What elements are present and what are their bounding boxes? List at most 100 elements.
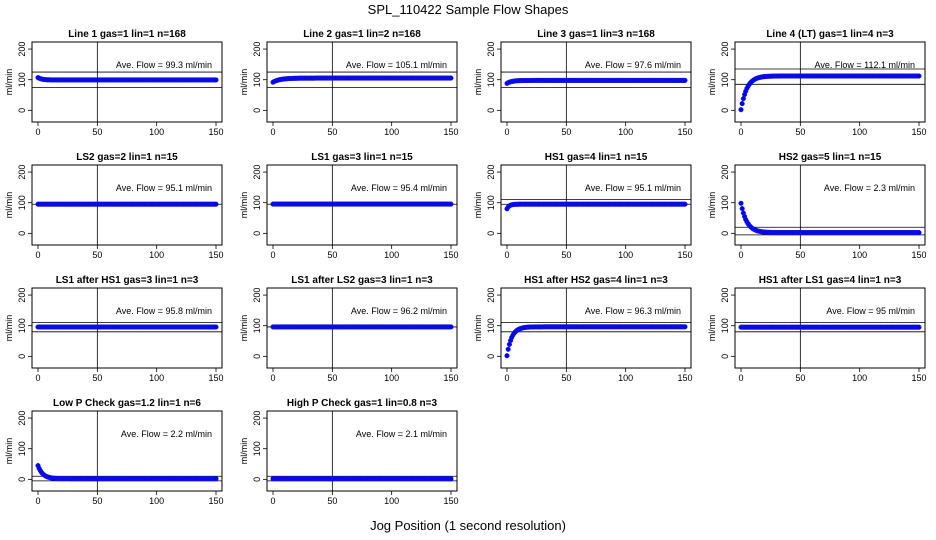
y-tick-label: 200 (720, 42, 730, 57)
y-tick-label: 100 (252, 72, 262, 87)
average-flow-annotation: Ave. Flow = 95.8 ml/min (116, 306, 212, 316)
x-tick-label: 100 (618, 250, 633, 260)
y-tick-label: 100 (486, 318, 496, 333)
data-point (682, 201, 688, 207)
data-point (213, 324, 219, 330)
plot-frame (734, 164, 926, 246)
y-tick-label: 100 (720, 72, 730, 87)
y-axis-label: ml/min (4, 315, 14, 342)
data-series (738, 324, 922, 330)
x-tick-label: 150 (677, 373, 692, 383)
panel-title: LS1 after LS2 gas=3 lin=1 n=3 (291, 275, 433, 286)
y-tick-label: 100 (252, 318, 262, 333)
panel-title: Line 3 gas=1 lin=3 n=168 (537, 29, 655, 40)
y-tick-label: 100 (17, 318, 27, 333)
chart-panel: Line 3 gas=1 lin=3 n=168 0 50 100 150 0 100 200… (473, 29, 693, 137)
plot-frame (266, 287, 458, 369)
average-flow-annotation: Ave. Flow = 96.3 ml/min (585, 306, 681, 316)
y-tick-label: 0 (486, 231, 496, 236)
y-tick-label: 200 (486, 165, 496, 180)
x-tick-label: 100 (618, 127, 633, 137)
x-tick-label: 100 (384, 250, 399, 260)
x-tick-label: 50 (92, 496, 102, 506)
plot-frame (266, 410, 458, 492)
average-flow-annotation: Ave. Flow = 96.2 ml/min (351, 306, 447, 316)
chart-panel: Line 1 gas=1 lin=1 n=168 0 50 100 150 0 100 200… (4, 29, 224, 137)
x-tick-label: 50 (795, 127, 805, 137)
x-tick-label: 50 (795, 373, 805, 383)
data-series (504, 77, 688, 86)
panel-title: Line 1 gas=1 lin=1 n=168 (68, 29, 186, 40)
x-tick-label: 0 (270, 250, 275, 260)
y-tick-label: 0 (252, 354, 262, 359)
y-tick-label: 0 (17, 108, 27, 113)
x-tick-label: 100 (384, 373, 399, 383)
y-tick-label: 200 (252, 288, 262, 303)
plot-frame (31, 41, 223, 123)
x-tick-label: 0 (35, 250, 40, 260)
y-axis-label: ml/min (707, 69, 717, 96)
average-flow-annotation: Ave. Flow = 95.4 ml/min (351, 183, 447, 193)
y-axis-label: ml/min (239, 315, 249, 342)
data-point (738, 107, 744, 113)
chart-panel: HS2 gas=5 lin=1 n=15 0 50 100 150 0 100 200 ml/m… (707, 152, 927, 260)
x-tick-label: 50 (92, 127, 102, 137)
x-tick-label: 150 (677, 250, 692, 260)
y-tick-label: 100 (720, 318, 730, 333)
panel-title: HS2 gas=5 lin=1 n=15 (779, 152, 882, 163)
y-axis-label: ml/min (707, 315, 717, 342)
x-tick-label: 150 (911, 373, 926, 383)
y-tick-label: 200 (252, 42, 262, 57)
data-series (35, 75, 219, 83)
data-point (739, 101, 745, 107)
chart-panel: HS1 after HS2 gas=4 lin=1 n=3 0 50 100 150 0 1… (473, 275, 693, 383)
panel-title: LS1 gas=3 lin=1 n=15 (311, 152, 413, 163)
y-tick-label: 100 (252, 195, 262, 210)
data-point (213, 201, 219, 207)
data-series (270, 476, 454, 482)
plot-frame (734, 41, 926, 123)
plot-frame (500, 164, 692, 246)
y-tick-label: 0 (720, 231, 730, 236)
y-tick-label: 100 (720, 195, 730, 210)
y-axis-label: ml/min (239, 192, 249, 219)
data-series (35, 324, 219, 330)
x-tick-label: 0 (35, 373, 40, 383)
x-tick-label: 0 (35, 496, 40, 506)
x-tick-label: 150 (911, 250, 926, 260)
y-tick-label: 0 (486, 108, 496, 113)
y-axis-label: ml/min (473, 69, 483, 96)
plot-frame (31, 164, 223, 246)
y-tick-label: 0 (17, 354, 27, 359)
data-point (448, 476, 454, 482)
y-tick-label: 100 (252, 441, 262, 456)
x-tick-label: 50 (327, 373, 337, 383)
plot-frame (734, 287, 926, 369)
average-flow-annotation: Ave. Flow = 99.3 ml/min (116, 60, 212, 70)
panel-title: Line 4 (LT) gas=1 lin=4 n=3 (766, 29, 894, 40)
y-axis-label: ml/min (4, 69, 14, 96)
x-tick-label: 100 (149, 373, 164, 383)
y-tick-label: 200 (720, 288, 730, 303)
y-tick-label: 200 (17, 165, 27, 180)
data-series (270, 201, 454, 207)
x-tick-label: 50 (561, 250, 571, 260)
x-tick-label: 0 (270, 496, 275, 506)
data-series (35, 201, 219, 207)
y-tick-label: 200 (17, 288, 27, 303)
figure-title: SPL_110422 Sample Flow Shapes (367, 2, 569, 17)
data-series (504, 201, 688, 212)
x-tick-label: 0 (738, 373, 743, 383)
x-tick-label: 150 (677, 127, 692, 137)
y-tick-label: 200 (252, 165, 262, 180)
average-flow-annotation: Ave. Flow = 112.1 ml/min (815, 60, 915, 70)
y-tick-label: 100 (486, 195, 496, 210)
chart-panel: LS1 after LS2 gas=3 lin=1 n=3 0 50 100 150 0 1… (239, 275, 459, 383)
x-axis-title: Jog Position (1 second resolution) (370, 518, 566, 533)
average-flow-annotation: Ave. Flow = 105.1 ml/min (346, 60, 447, 70)
y-tick-label: 200 (486, 42, 496, 57)
x-tick-label: 100 (852, 373, 867, 383)
x-tick-label: 0 (504, 250, 509, 260)
average-flow-annotation: Ave. Flow = 2.2 ml/min (121, 429, 212, 439)
panel-title: HS1 after HS2 gas=4 lin=1 n=3 (524, 275, 668, 286)
